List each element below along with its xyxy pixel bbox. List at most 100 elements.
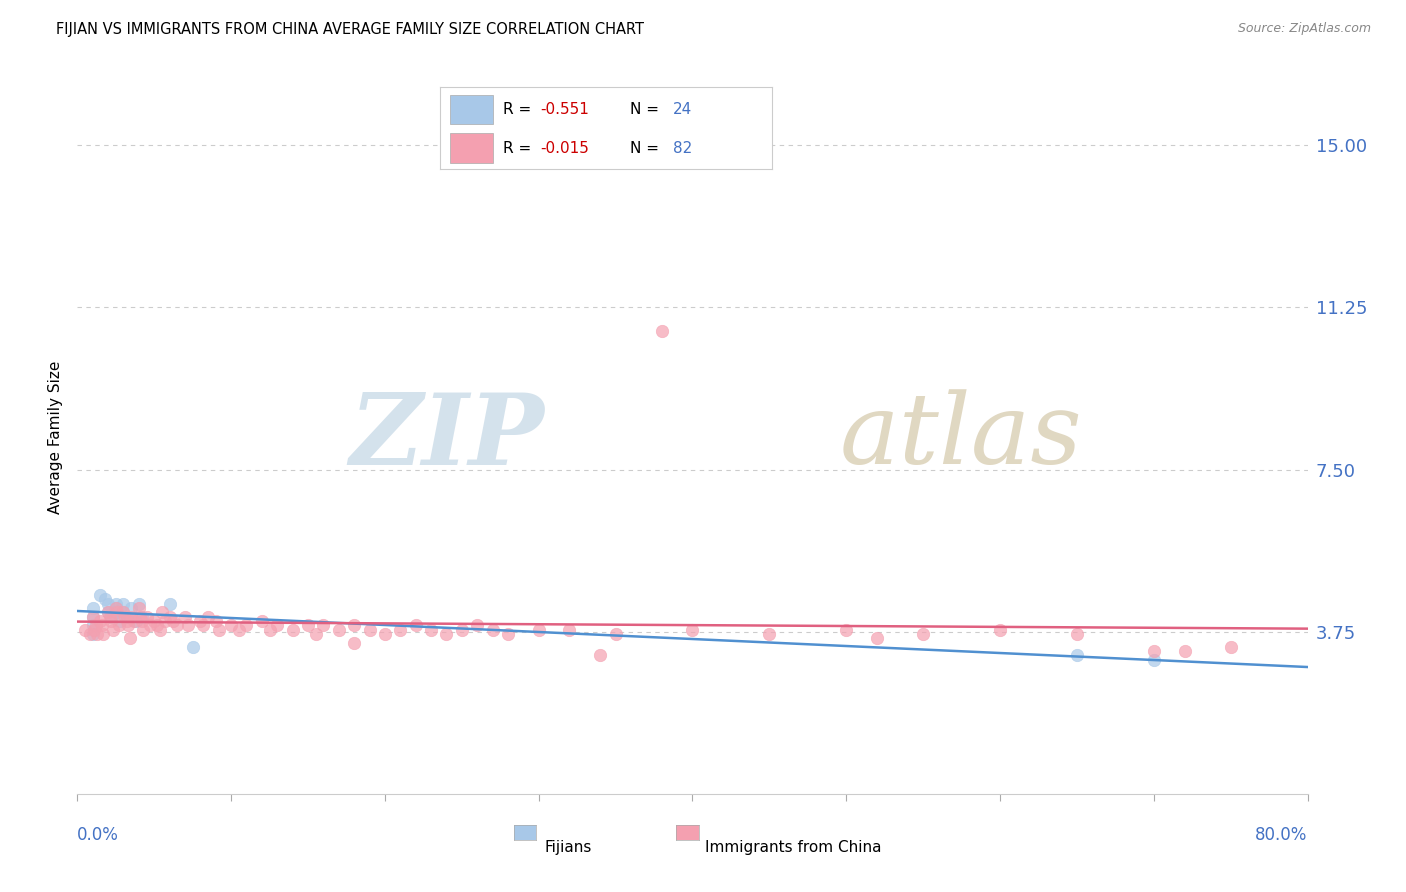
Point: [527, 623, 550, 637]
Point: [97, 605, 120, 619]
Point: [131, 614, 153, 628]
Point: [112, 605, 135, 619]
Point: [1219, 640, 1241, 654]
Text: 80.0%: 80.0%: [1256, 826, 1308, 844]
Point: [82, 627, 104, 641]
Point: [90, 618, 114, 632]
Point: [389, 623, 412, 637]
Point: [835, 623, 858, 637]
Point: [312, 618, 335, 632]
Point: [93, 627, 115, 641]
Text: FIJIAN VS IMMIGRANTS FROM CHINA AVERAGE FAMILY SIZE CORRELATION CHART: FIJIAN VS IMMIGRANTS FROM CHINA AVERAGE …: [56, 22, 644, 37]
Point: [82, 609, 104, 624]
Point: [208, 623, 231, 637]
Text: atlas: atlas: [841, 390, 1083, 484]
Point: [153, 614, 176, 628]
Point: [112, 605, 135, 619]
Point: [131, 609, 153, 624]
Point: [84, 618, 107, 632]
Point: [132, 623, 155, 637]
Point: [104, 601, 127, 615]
Point: [105, 605, 128, 619]
Text: Fijians: Fijians: [546, 840, 592, 855]
Point: [149, 623, 172, 637]
Point: [82, 609, 104, 624]
Text: Source: ZipAtlas.com: Source: ZipAtlas.com: [1237, 22, 1371, 36]
Point: [188, 614, 212, 628]
Point: [420, 623, 443, 637]
Point: [120, 609, 142, 624]
Point: [651, 324, 673, 338]
Point: [605, 627, 627, 641]
Point: [104, 597, 127, 611]
Point: [159, 597, 181, 611]
Point: [758, 627, 780, 641]
Point: [110, 614, 132, 628]
Point: [112, 597, 135, 611]
Point: [120, 601, 142, 615]
Point: [82, 618, 104, 632]
Point: [866, 631, 889, 645]
Text: Immigrants from China: Immigrants from China: [704, 840, 882, 855]
Point: [988, 623, 1011, 637]
Point: [83, 623, 105, 637]
Point: [89, 588, 111, 602]
Point: [481, 623, 503, 637]
Point: [94, 592, 117, 607]
Point: [97, 597, 120, 611]
Point: [86, 627, 108, 641]
Point: [1174, 644, 1197, 658]
Point: [117, 618, 139, 632]
Point: [204, 614, 226, 628]
Point: [128, 601, 150, 615]
Point: [1066, 627, 1088, 641]
Point: [912, 627, 935, 641]
Point: [104, 601, 127, 615]
Point: [193, 618, 215, 632]
Point: [558, 623, 581, 637]
Point: [259, 623, 281, 637]
Point: [281, 623, 304, 637]
Point: [405, 618, 427, 632]
Point: [228, 623, 250, 637]
Point: [219, 618, 242, 632]
Point: [343, 635, 366, 649]
Point: [118, 631, 141, 645]
Point: [1066, 648, 1088, 663]
Point: [129, 609, 152, 624]
Text: ZIP: ZIP: [350, 389, 546, 485]
Point: [465, 618, 488, 632]
Point: [138, 618, 160, 632]
Point: [104, 605, 127, 619]
Text: 0.0%: 0.0%: [77, 826, 120, 844]
Y-axis label: Average Family Size: Average Family Size: [48, 360, 63, 514]
Point: [374, 627, 396, 641]
Point: [97, 605, 120, 619]
Point: [159, 609, 181, 624]
Point: [128, 597, 150, 611]
Point: [89, 614, 111, 628]
Point: [146, 618, 169, 632]
Point: [496, 627, 519, 641]
Point: [100, 609, 122, 624]
Point: [150, 605, 173, 619]
Point: [266, 618, 288, 632]
Point: [115, 609, 138, 624]
Point: [328, 623, 350, 637]
Point: [197, 609, 219, 624]
Point: [73, 623, 96, 637]
Point: [359, 623, 381, 637]
Point: [98, 609, 121, 624]
Point: [181, 640, 204, 654]
Point: [250, 614, 273, 628]
Point: [174, 609, 197, 624]
Point: [101, 623, 124, 637]
Point: [450, 623, 472, 637]
Point: [122, 614, 145, 628]
Point: [82, 601, 104, 615]
Point: [297, 618, 319, 632]
Point: [135, 609, 157, 624]
Point: [235, 618, 257, 632]
Point: [166, 618, 188, 632]
Point: [79, 627, 101, 641]
